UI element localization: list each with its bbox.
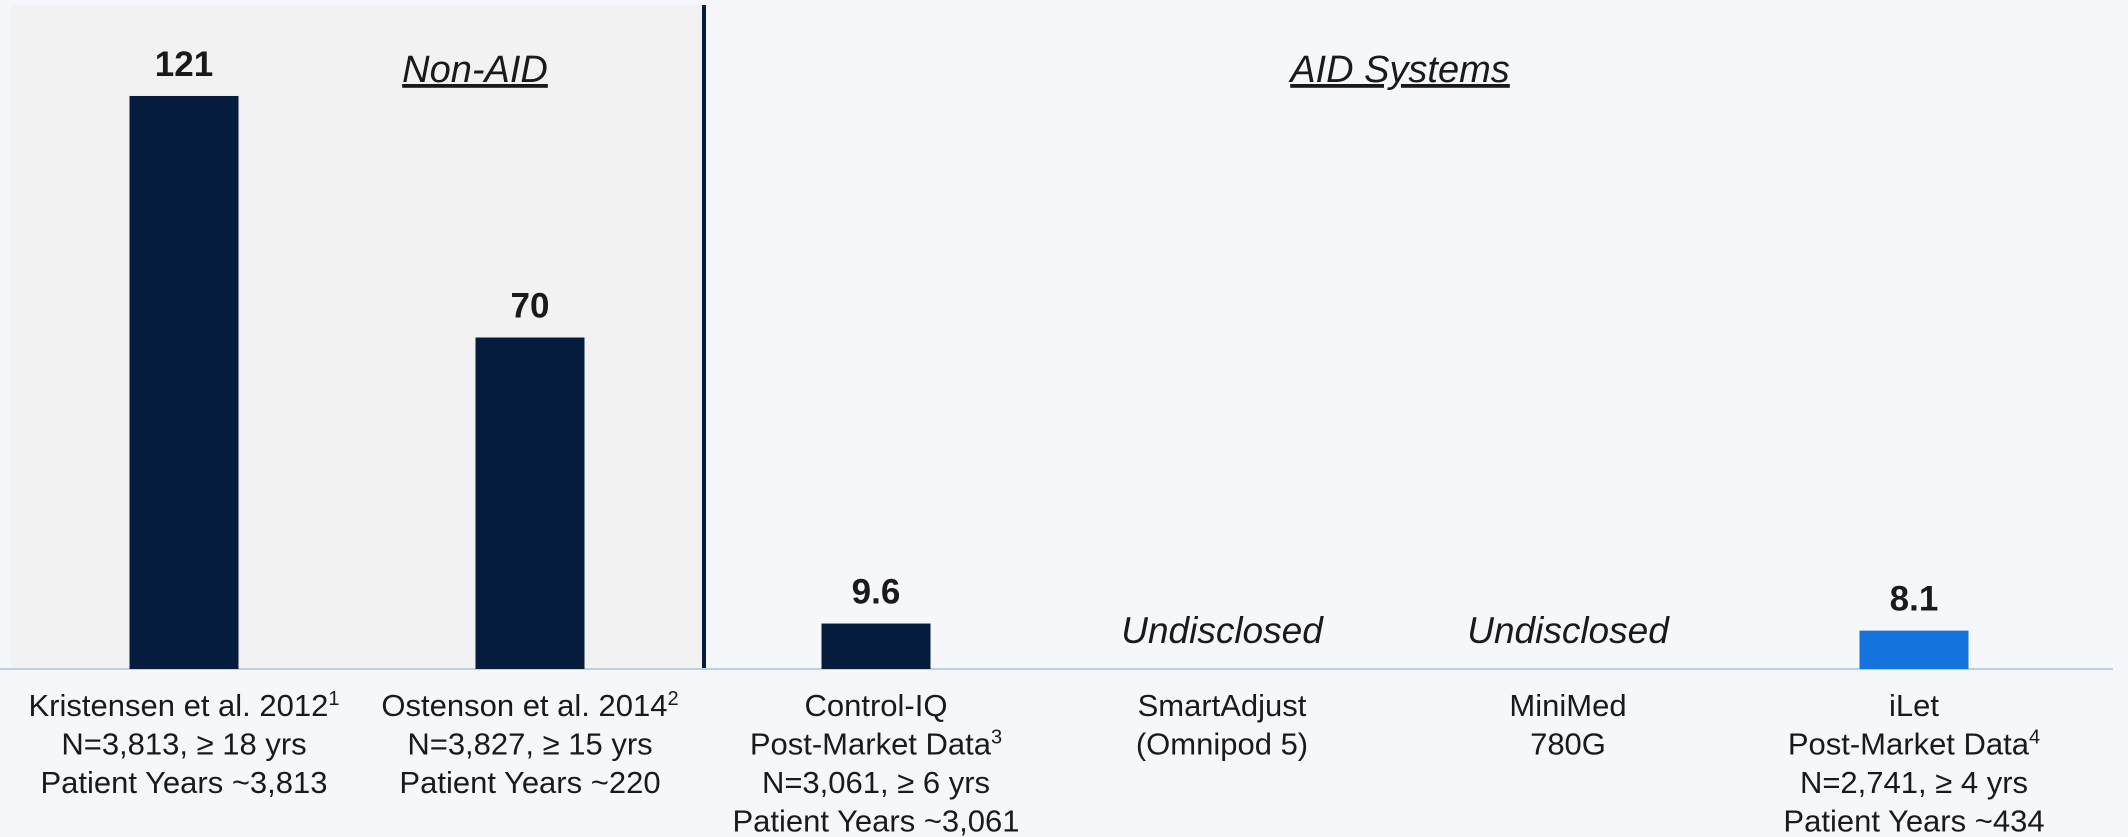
bar [475, 337, 585, 669]
undisclosed-label: Undisclosed [1121, 610, 1324, 651]
undisclosed-label: Undisclosed [1467, 610, 1670, 651]
category-label: N=3,827, ≥ 15 yrs [407, 727, 652, 762]
group-title: Non-AID [402, 49, 548, 91]
category-label: Control-IQ [805, 688, 948, 723]
bar [129, 95, 239, 669]
group-title: AID Systems [1288, 49, 1510, 91]
category-label: N=2,741, ≥ 4 yrs [1800, 765, 2028, 800]
footnote-mark: 4 [2029, 727, 2040, 749]
category-label: N=3,813, ≥ 18 yrs [61, 727, 306, 762]
category-label: N=3,061, ≥ 6 yrs [762, 765, 990, 800]
category-text: Kristensen et al. 2012 [29, 688, 329, 723]
non-aid-panel [11, 5, 703, 669]
value-label: 8.1 [1890, 580, 1939, 619]
footnote-mark: 2 [667, 688, 678, 710]
category-label: Kristensen et al. 20121 [29, 688, 340, 723]
category-label: Patient Years ~3,813 [41, 765, 328, 800]
category-text: Post-Market Data [1788, 727, 2030, 762]
category-label: Post-Market Data4 [1788, 727, 2040, 762]
category-text: Ostenson et al. 2014 [381, 688, 667, 723]
category-label: Ostenson et al. 20142 [381, 688, 678, 723]
bar [1859, 630, 1969, 669]
category-label: Patient Years ~220 [399, 765, 660, 800]
category-label: Patient Years ~434 [1783, 804, 2044, 837]
category-label: iLet [1889, 688, 1939, 723]
bar [821, 623, 931, 669]
footnote-mark: 3 [991, 727, 1002, 749]
category-label: Patient Years ~3,061 [733, 804, 1020, 837]
category-label: (Omnipod 5) [1136, 727, 1308, 762]
value-label: 121 [155, 45, 213, 84]
category-label: MiniMed [1509, 688, 1626, 723]
footnote-mark: 1 [328, 688, 339, 710]
category-label: SmartAdjust [1138, 688, 1307, 723]
category-text: Post-Market Data [750, 727, 992, 762]
category-label: 780G [1530, 727, 1606, 762]
value-label: 70 [511, 287, 550, 326]
category-label: Post-Market Data3 [750, 727, 1002, 762]
value-label: 9.6 [852, 573, 901, 612]
